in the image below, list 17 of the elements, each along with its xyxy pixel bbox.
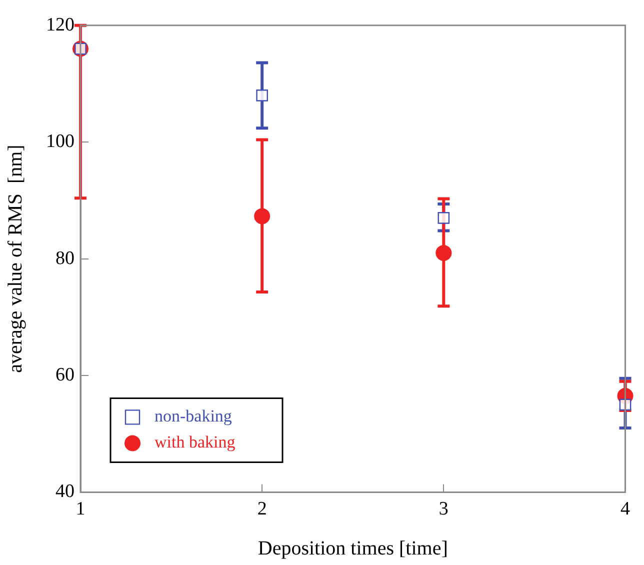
x-tick-label: 3 xyxy=(438,498,448,520)
legend-label: with baking xyxy=(154,432,236,452)
y-tick-label: 60 xyxy=(56,364,74,386)
point xyxy=(436,244,452,261)
point xyxy=(438,212,450,224)
point xyxy=(256,90,268,102)
y-tick-label: 40 xyxy=(56,481,74,502)
y-axis-title: average value of RMS [nm] xyxy=(4,144,26,373)
y-tick-label: 80 xyxy=(56,248,74,269)
y-tick-label: 120 xyxy=(46,14,74,36)
x-axis-title: Deposition times [time] xyxy=(258,537,448,560)
point xyxy=(254,208,270,224)
legend-label: non-baking xyxy=(154,406,232,426)
y-tick-label: 100 xyxy=(46,131,74,152)
x-tick-label: 4 xyxy=(620,498,630,520)
x-tick-label: 2 xyxy=(257,498,267,520)
x-tick-label: 1 xyxy=(76,498,86,520)
